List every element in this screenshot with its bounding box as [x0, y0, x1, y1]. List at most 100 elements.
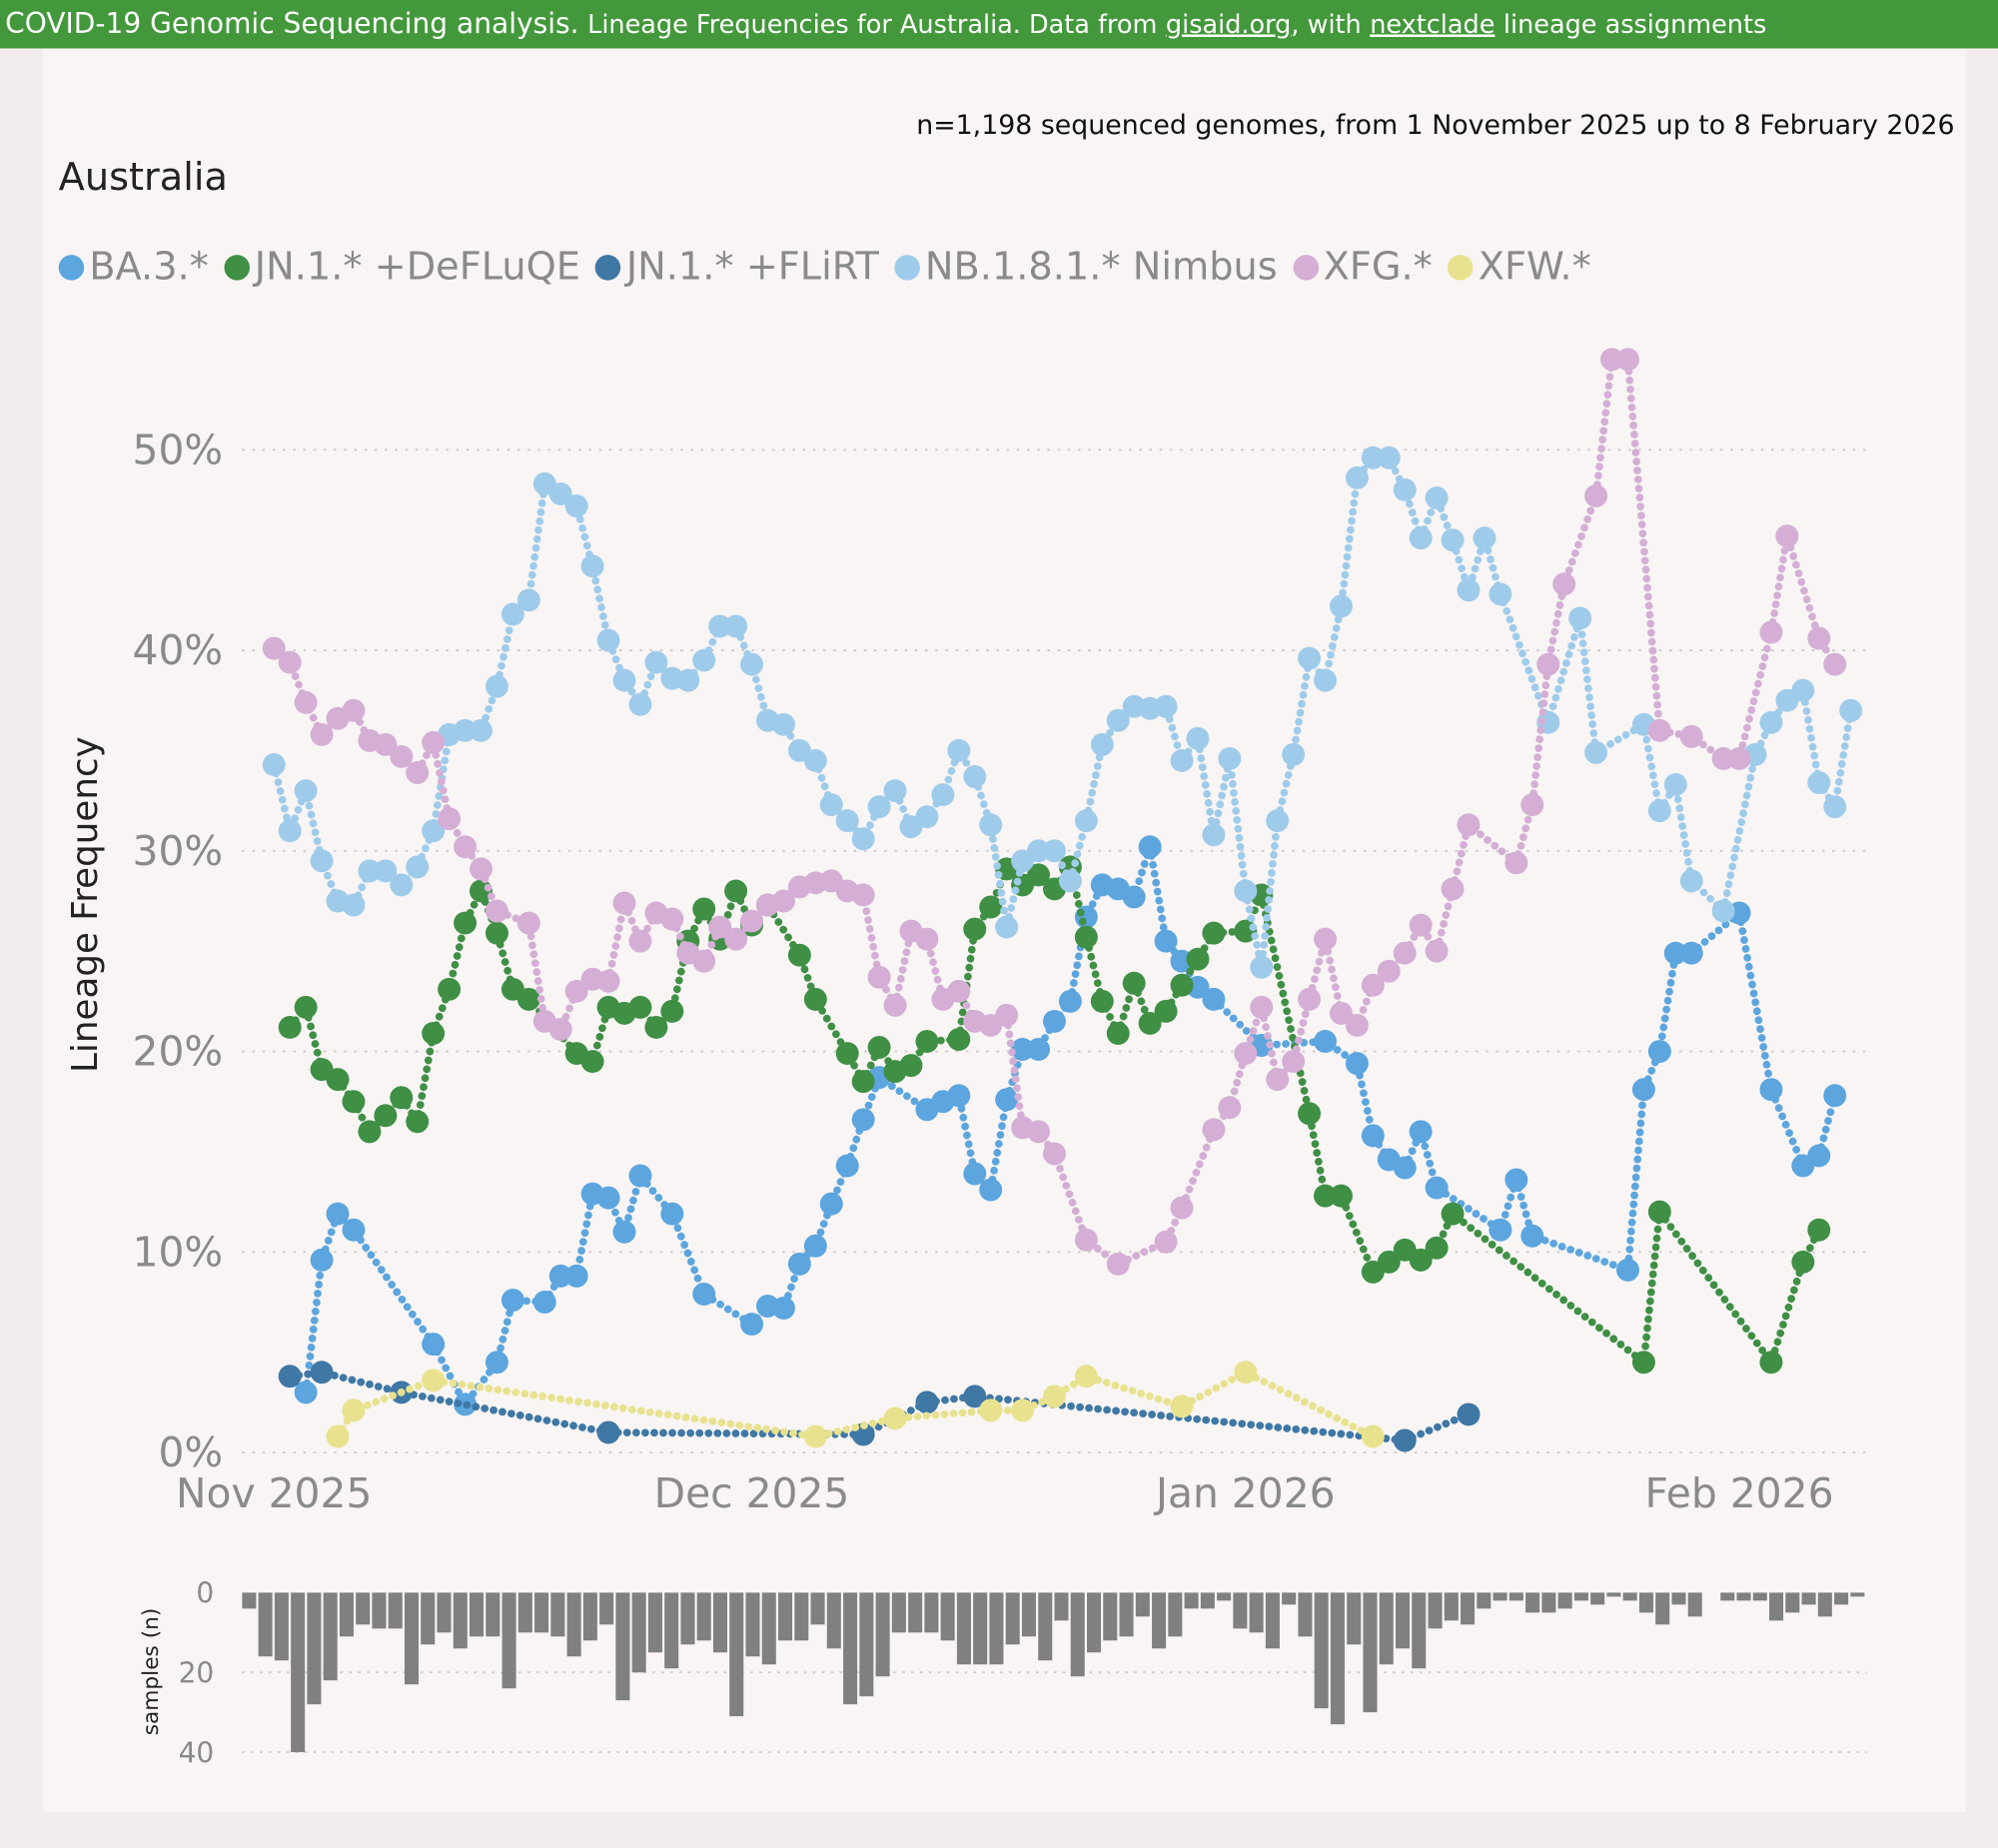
sample-bar: [761, 1592, 776, 1665]
sample-bar: [1687, 1592, 1702, 1617]
data-point: [947, 738, 971, 762]
sample-bar: [1493, 1592, 1507, 1601]
data-point: [342, 698, 366, 722]
sample-bar: [1021, 1592, 1036, 1637]
data-point: [1441, 528, 1465, 552]
data-point: [851, 827, 875, 851]
data-point: [1552, 572, 1576, 596]
data-point: [1170, 973, 1194, 997]
data-point: [787, 943, 811, 967]
data-point: [1727, 746, 1751, 770]
x-tick-label: Jan 2026: [1153, 1469, 1336, 1517]
data-point: [310, 849, 334, 873]
nextclade-link[interactable]: nextclade: [1370, 8, 1496, 40]
data-point: [1266, 1068, 1290, 1092]
data-point: [1042, 1385, 1066, 1408]
sample-bar: [437, 1592, 452, 1633]
data-point: [1823, 1084, 1847, 1108]
bar-y-tick-label: 20: [179, 1656, 215, 1689]
series-jn-1-flirt: [278, 1361, 1481, 1452]
data-point: [1234, 879, 1258, 903]
data-point: [1409, 1120, 1433, 1144]
data-point: [1759, 1078, 1783, 1102]
data-point: [278, 1015, 302, 1039]
data-point: [1647, 1200, 1671, 1224]
data-point: [1807, 1144, 1831, 1168]
data-point: [803, 987, 827, 1011]
data-point: [915, 927, 939, 951]
gisaid-link[interactable]: gisaid.org: [1165, 8, 1292, 40]
data-point: [1631, 1351, 1655, 1375]
data-point: [1377, 959, 1401, 983]
data-point: [1361, 1124, 1385, 1148]
sample-bar: [712, 1592, 727, 1653]
data-point: [1154, 694, 1178, 718]
data-point: [1361, 446, 1385, 469]
sample-bar: [810, 1592, 825, 1625]
data-point: [1186, 947, 1210, 971]
data-point: [1361, 973, 1385, 997]
data-point: [851, 883, 875, 907]
data-point: [485, 921, 508, 945]
legend-item[interactable]: XFW.*: [1448, 245, 1591, 290]
legend-item[interactable]: JN.1.* +DeFLuQE: [224, 245, 580, 290]
data-point: [548, 1264, 572, 1288]
data-point: [294, 1381, 318, 1404]
sample-bar: [1119, 1592, 1134, 1637]
data-point: [1377, 1250, 1401, 1274]
data-point: [819, 1192, 843, 1216]
data-point: [1647, 718, 1671, 742]
data-point: [580, 1050, 604, 1074]
data-point: [724, 927, 748, 951]
data-point: [708, 614, 732, 638]
data-point: [1631, 1078, 1655, 1102]
data-point: [1202, 1118, 1226, 1142]
y-tick-label: 0%: [158, 1428, 223, 1476]
data-point: [628, 929, 652, 953]
data-point: [708, 915, 732, 939]
data-point: [1679, 941, 1703, 965]
sample-bar: [1736, 1592, 1751, 1601]
data-point: [1663, 941, 1687, 965]
sample-bar: [1622, 1592, 1637, 1601]
data-point: [1791, 678, 1815, 702]
data-point: [1027, 1120, 1051, 1144]
data-point: [1170, 1196, 1194, 1220]
data-point: [422, 819, 446, 843]
data-point: [979, 1178, 1003, 1202]
sample-bar: [453, 1592, 468, 1649]
sample-bar: [1590, 1592, 1605, 1605]
data-point: [692, 897, 716, 921]
data-point: [1345, 465, 1369, 489]
legend-item[interactable]: XFG.*: [1293, 245, 1433, 290]
sample-bar: [486, 1592, 500, 1637]
sample-bar: [323, 1592, 338, 1681]
data-point: [516, 911, 540, 935]
region-title: Australia: [58, 155, 228, 201]
data-point: [612, 891, 636, 915]
legend-swatch: [1448, 254, 1474, 280]
data-point: [1042, 1009, 1066, 1033]
sample-bar: [1541, 1592, 1556, 1613]
data-point: [995, 915, 1019, 939]
data-point: [310, 1361, 334, 1385]
series-nb-1-8-1-nimbus: [262, 446, 1863, 979]
sample-bar: [1655, 1592, 1670, 1625]
sample-bar: [1801, 1592, 1816, 1605]
data-point: [692, 1282, 716, 1306]
data-point: [1615, 1258, 1639, 1282]
legend-item[interactable]: NB.1.8.1.* Nimbus: [894, 245, 1278, 290]
data-point: [342, 1090, 366, 1114]
sample-bar: [908, 1592, 923, 1633]
legend-item[interactable]: JN.1.* +FLiRT: [595, 245, 879, 290]
sample-bar: [1606, 1592, 1621, 1597]
data-point: [995, 1088, 1019, 1112]
data-point: [724, 614, 748, 638]
data-point: [995, 1003, 1019, 1027]
data-point: [1473, 526, 1497, 550]
data-point: [1122, 885, 1146, 909]
sample-bar: [550, 1592, 565, 1637]
legend-item[interactable]: BA.3.*: [58, 245, 209, 290]
